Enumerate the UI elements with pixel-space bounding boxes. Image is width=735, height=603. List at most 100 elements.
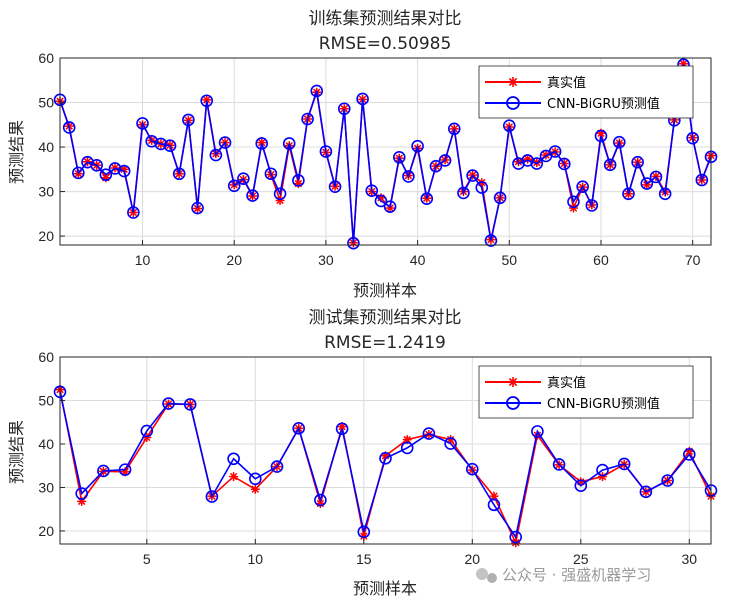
train-pred-point [658,187,672,201]
test-ytick-label: 40 [38,436,54,452]
test-pred-point [682,448,696,461]
train-xtick-label: 40 [410,252,426,268]
train-pred-point [438,154,452,167]
train-pred-point [356,92,369,106]
train-plot-box [59,57,712,246]
train-xtick-label: 10 [135,252,151,268]
test-pred-point [661,474,674,487]
test-xtick-label: 30 [682,551,698,567]
train-xlabel: 预测样本 [353,281,417,300]
train-pred-point [567,195,580,209]
test-pred-point [314,493,327,507]
train-pred-point [622,187,635,201]
test-pred-point [162,397,175,410]
train-pred-point [172,167,186,181]
test-pred-point [140,424,154,438]
test-xtick-label: 25 [573,551,589,567]
train-pred-point [200,94,214,108]
test-xtick-label: 15 [356,551,372,567]
test-legend-true-label: 真实值 [547,375,586,391]
train-xtick-label: 50 [501,252,517,268]
test-ytick-label: 60 [38,349,54,365]
watermark: 公众号 · 强盛机器学习 [476,566,651,584]
wechat-icon-bubble [487,573,497,583]
train-pred-point [301,112,314,126]
train-pred-point [273,187,287,201]
test-pred-point [97,464,110,478]
watermark-text: 公众号 · 强盛机器学习 [502,566,651,584]
train-pred-point [218,136,232,149]
test-xtick-label: 5 [143,551,151,567]
test-legend-pred-marker [506,396,520,410]
train-pred-point [383,200,397,214]
test-rmse: RMSE=1.2419 [324,333,446,353]
train-pred-point [282,137,296,150]
train-pred-point [182,113,195,127]
train-pred-point [246,189,259,202]
train-chart: 训练集预测结果对比 RMSE=0.50985 10 20 30 40 50 60 70 20 3… [7,9,718,300]
train-pred-point [411,139,424,153]
test-xtick-label: 20 [465,551,481,567]
test-pred-point [335,422,349,436]
test-pred-point [205,490,219,503]
train-pred-point [255,137,269,150]
train-pred-point [594,129,608,143]
test-ytick-label: 20 [38,523,54,539]
train-ylabel: 预测结果 [7,120,26,184]
train-legend: 真实值 CNN-BiGRU预测值 [478,65,694,119]
train-pred-point [447,122,461,136]
train-pred-point [62,121,76,134]
test-true-point [598,472,607,482]
test-true-point [229,472,239,482]
test-pred-point [270,460,284,473]
train-pred-point [337,102,351,116]
train-pred-point [72,166,85,180]
train-pred-point [191,201,204,215]
train-pred-point [686,131,699,145]
test-ticks: 5 10 15 20 25 30 20 30 40 50 60 [38,349,697,567]
train-pred-point [347,236,360,250]
test-pred-point [422,427,436,440]
test-pred-point [596,463,609,477]
train-pred-point [319,145,333,158]
test-pred-point [531,425,544,438]
test-pred-point [183,398,197,411]
train-pred-point [484,234,498,247]
train-pred-point [613,135,626,149]
test-legend-true-marker [508,377,518,387]
train-legend-true-label: 真实值 [547,75,586,91]
train-pred-point [310,84,324,98]
test-pred-point [617,457,631,471]
test-ytick-label: 50 [38,392,54,408]
train-true-point [202,95,212,105]
train-ytick-label: 50 [38,95,54,111]
train-pred-point [475,181,489,194]
train-pred-point [136,117,149,130]
train-pred-point [163,139,177,153]
train-pred-point [292,174,305,187]
test-legend-pred-label: CNN-BiGRU预测值 [547,396,660,412]
train-pred-point [365,184,379,197]
test-ylabel: 预测结果 [7,420,26,484]
train-pred-point [557,157,571,171]
train-pred-point [640,177,654,190]
train-series [53,58,718,250]
test-pred-point [487,498,501,512]
train-pred-point [209,148,223,162]
test-pred-point [357,525,371,539]
train-ytick-label: 20 [38,228,54,244]
test-pred-point [509,530,523,544]
train-pred-point [502,119,516,132]
train-pred-point [108,162,122,175]
test-xlabel: 预测样本 [353,579,417,598]
train-pred-point [649,170,663,184]
train-xtick-label: 30 [318,252,334,268]
train-pred-point [420,192,434,205]
train-ticks: 10 20 30 40 50 60 70 20 30 40 50 60 [38,50,700,268]
test-plot-box [59,356,712,545]
train-pred-point [90,159,103,172]
test-pred-point [444,437,457,450]
train-title: 训练集预测结果对比 [309,9,462,29]
train-rmse: RMSE=0.50985 [319,34,452,54]
